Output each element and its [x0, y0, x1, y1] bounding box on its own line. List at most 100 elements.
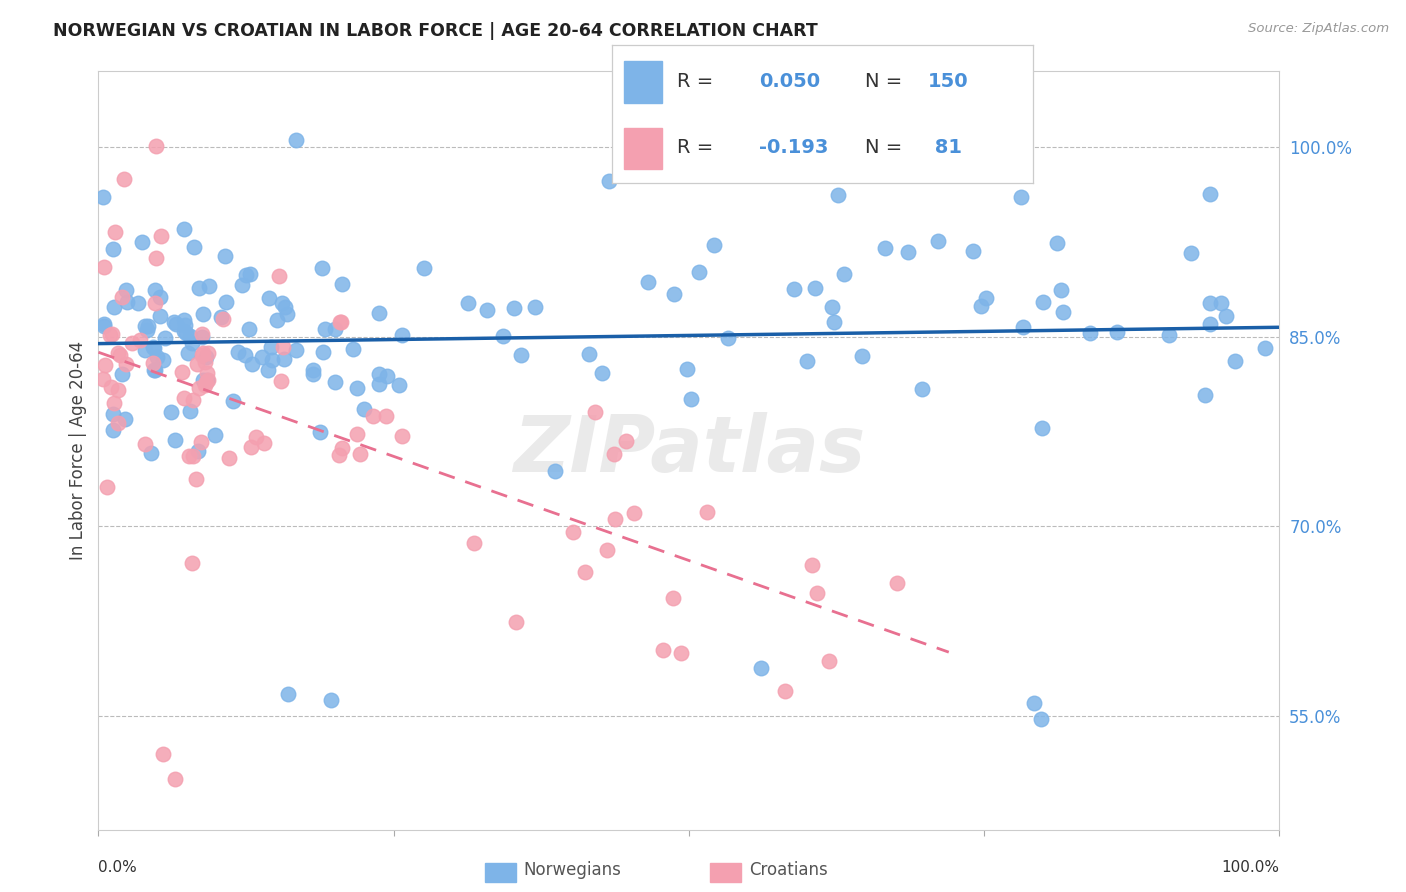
- Point: [817, 655, 839, 669]
- Point: [583, 404, 606, 418]
- Point: [163, 433, 186, 447]
- Point: [544, 464, 567, 478]
- Point: [93, 319, 115, 334]
- Point: [1052, 305, 1074, 319]
- Point: [145, 296, 167, 310]
- Point: [152, 747, 174, 761]
- Point: [107, 383, 129, 397]
- Point: [181, 556, 204, 570]
- Point: [152, 352, 174, 367]
- Point: [662, 591, 685, 605]
- Point: [222, 394, 245, 409]
- Point: [162, 315, 184, 329]
- Point: [603, 446, 626, 460]
- Point: [578, 347, 600, 361]
- Point: [245, 430, 267, 444]
- Point: [1209, 295, 1232, 310]
- Text: R =: R =: [678, 71, 713, 91]
- Point: [155, 330, 177, 344]
- Point: [240, 357, 263, 371]
- Point: [253, 435, 276, 450]
- Point: [391, 429, 413, 443]
- Point: [142, 363, 165, 377]
- Point: [173, 392, 195, 406]
- Point: [1180, 245, 1202, 260]
- Point: [142, 341, 165, 355]
- Point: [138, 318, 160, 333]
- Point: [107, 345, 129, 359]
- Point: [115, 357, 138, 371]
- Point: [101, 242, 124, 256]
- Point: [209, 310, 232, 324]
- Point: [146, 350, 169, 364]
- Point: [1032, 295, 1054, 310]
- Point: [104, 225, 127, 239]
- Point: [623, 506, 645, 520]
- Point: [574, 566, 596, 580]
- Point: [211, 312, 233, 326]
- Point: [204, 428, 226, 442]
- Point: [103, 424, 125, 438]
- Point: [165, 317, 187, 331]
- Point: [1215, 309, 1237, 323]
- Text: 0.050: 0.050: [759, 71, 820, 91]
- Point: [94, 359, 117, 373]
- Point: [195, 350, 218, 364]
- Text: Norwegians: Norwegians: [523, 861, 621, 879]
- Point: [260, 353, 283, 368]
- Point: [121, 335, 143, 350]
- Point: [361, 409, 384, 423]
- Point: [391, 327, 413, 342]
- Point: [250, 351, 273, 365]
- Point: [671, 647, 693, 661]
- Point: [681, 392, 703, 407]
- Point: [821, 300, 844, 314]
- Point: [614, 434, 637, 449]
- Point: [214, 249, 236, 263]
- Point: [353, 402, 375, 417]
- Point: [285, 343, 308, 358]
- Point: [598, 174, 620, 188]
- Point: [834, 267, 856, 281]
- Text: -0.193: -0.193: [759, 138, 828, 157]
- Point: [1223, 354, 1246, 368]
- Point: [191, 307, 214, 321]
- Point: [160, 404, 183, 418]
- Point: [271, 340, 294, 354]
- Point: [134, 318, 156, 333]
- Point: [561, 525, 583, 540]
- Point: [1198, 317, 1220, 331]
- Point: [226, 345, 249, 359]
- Y-axis label: In Labor Force | Age 20-64: In Labor Force | Age 20-64: [69, 341, 87, 560]
- Point: [150, 228, 173, 243]
- Point: [177, 346, 200, 360]
- Point: [1010, 190, 1032, 204]
- Point: [239, 268, 262, 282]
- Point: [804, 281, 827, 295]
- Point: [111, 367, 134, 381]
- Point: [134, 437, 156, 451]
- Point: [187, 443, 209, 458]
- Point: [191, 327, 214, 342]
- Point: [195, 366, 218, 380]
- Point: [93, 318, 115, 332]
- Point: [96, 480, 118, 494]
- Point: [970, 299, 993, 313]
- Point: [349, 447, 371, 461]
- Point: [107, 417, 129, 431]
- Point: [101, 327, 124, 342]
- Point: [149, 289, 172, 303]
- Point: [184, 472, 207, 486]
- Point: [510, 348, 533, 362]
- Point: [346, 427, 368, 442]
- Point: [181, 393, 204, 408]
- Point: [897, 244, 920, 259]
- Point: [180, 336, 202, 351]
- Point: [170, 365, 193, 379]
- Point: [1254, 341, 1277, 355]
- Point: [1024, 696, 1046, 710]
- Point: [927, 234, 949, 248]
- Text: 100.0%: 100.0%: [1222, 860, 1279, 875]
- Point: [112, 171, 135, 186]
- Point: [492, 329, 515, 343]
